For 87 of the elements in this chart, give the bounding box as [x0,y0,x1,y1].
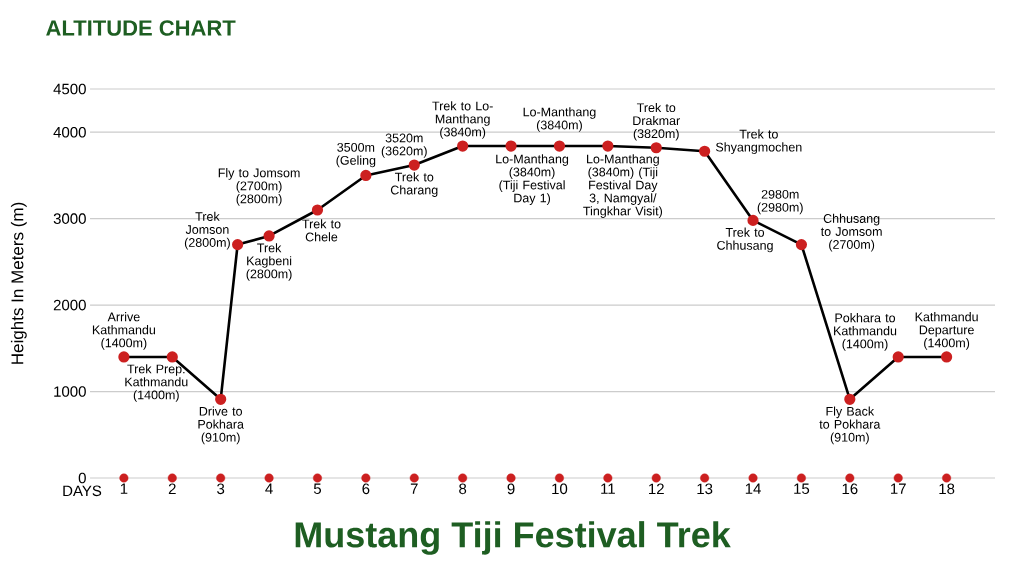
point [892,351,904,363]
annotation: Trek to Charang [390,172,438,197]
x-tick-label: 16 [842,483,858,495]
point [167,473,177,483]
x-tick-label: 11 [601,483,615,494]
annotation: Pokhara to Kathmandu (1400m) [834,313,897,351]
x-tick-label: 13 [697,483,713,495]
point [312,473,322,483]
annotation: Fly to Jomsom (2700m) (2800m) [218,168,300,206]
point [748,473,758,483]
point [845,473,855,483]
point [942,473,952,483]
annotation: Trek Kagbeni (2800m) [246,243,292,281]
point [893,473,903,483]
point [232,238,244,251]
point [408,159,420,171]
annotation: Trek to Lo-Manthang (3840m) [432,101,493,139]
y-tick-label: 4500 [53,83,86,95]
annotation: Chhusang to Jomsom (2700m) [820,213,882,252]
x-tick-label: 17 [891,483,906,494]
point [747,214,759,226]
annotation: Lo-Manthang (3840m) (Tiji Festival Day 1) [496,154,569,205]
point [941,351,953,363]
point [506,473,516,483]
annotation: Trek Jomson (2800m) [184,211,230,250]
point [263,230,275,242]
annotation: Drive to Pokhara (910m) [198,406,244,445]
annotation: Kathmandu Departure (1400m) [915,312,978,350]
point [700,473,710,483]
x-tick-label: 15 [794,483,810,494]
point [264,473,274,483]
y-tick-label: 3000 [53,213,86,224]
point [118,351,130,363]
x-axis-title: DAYS [63,485,102,497]
point [844,393,856,405]
point [409,473,419,483]
point [651,473,661,483]
x-tick-label: 5 [313,483,322,494]
x-tick-label: 18 [939,483,955,495]
annotation: Trek to Chhusang [717,227,773,253]
point [360,169,372,182]
text: Mustang Tiji Festival Trek [295,521,731,555]
x-tick-label: 3 [217,483,225,495]
y-axis-title: Heights In Meters (m) [10,202,27,364]
x-tick-label: 10 [552,483,568,495]
x-tick-label: 9 [507,483,515,495]
annotation: 3500m (Geling [336,142,376,168]
point [457,140,469,152]
y-tick-label: 1000 [54,386,86,397]
x-tick-label: 8 [459,483,467,495]
annotation: Lo-Manthang (3840m) (Tiji Festival Day 3, Namgyal/ Tingkhar Visit) [583,154,663,218]
annotation: Trek Prep. Kathmandu (1400m) [125,364,188,402]
x-tick-label: 6 [362,483,370,495]
y-tick-label: 2000 [53,299,86,311]
annotation: 3520m (3620m) [381,133,427,158]
x-tick-label: 4 [265,483,273,494]
point [602,140,614,152]
point [215,393,227,405]
point [699,145,711,157]
x-tick-label: 12 [649,483,664,494]
point [311,204,324,216]
y-tick-label: 0 [78,472,86,484]
annotation: Trek to Drakmar (3820m) [633,102,680,141]
point [458,473,468,483]
point [166,351,178,363]
point [795,238,808,251]
annotation: Fly Back to Pokhara (910m) [819,406,881,445]
point [554,473,564,483]
x-tick-label: 2 [168,483,176,494]
annotation: Arrive Kathmandu (1400m) [92,312,156,350]
point [603,473,613,483]
point [505,140,517,152]
annotation: Lo-Manthang (3840m) [523,107,596,132]
point [553,140,566,152]
x-tick-label: 7 [410,483,418,494]
y-tick-label: 4000 [53,126,86,138]
chart-subtitle: ALTITUDE CHART [46,20,236,36]
point [796,473,806,483]
point [216,473,226,483]
x-tick-label: 1 [120,483,128,494]
annotation: 2980m (2980m) [757,189,803,215]
point [650,142,662,154]
point [361,473,371,483]
point [119,473,129,483]
annotation: Trek to Chele [302,219,341,242]
annotation: Trek to Shyangmochen [715,129,802,155]
x-tick-label: 14 [745,483,761,494]
